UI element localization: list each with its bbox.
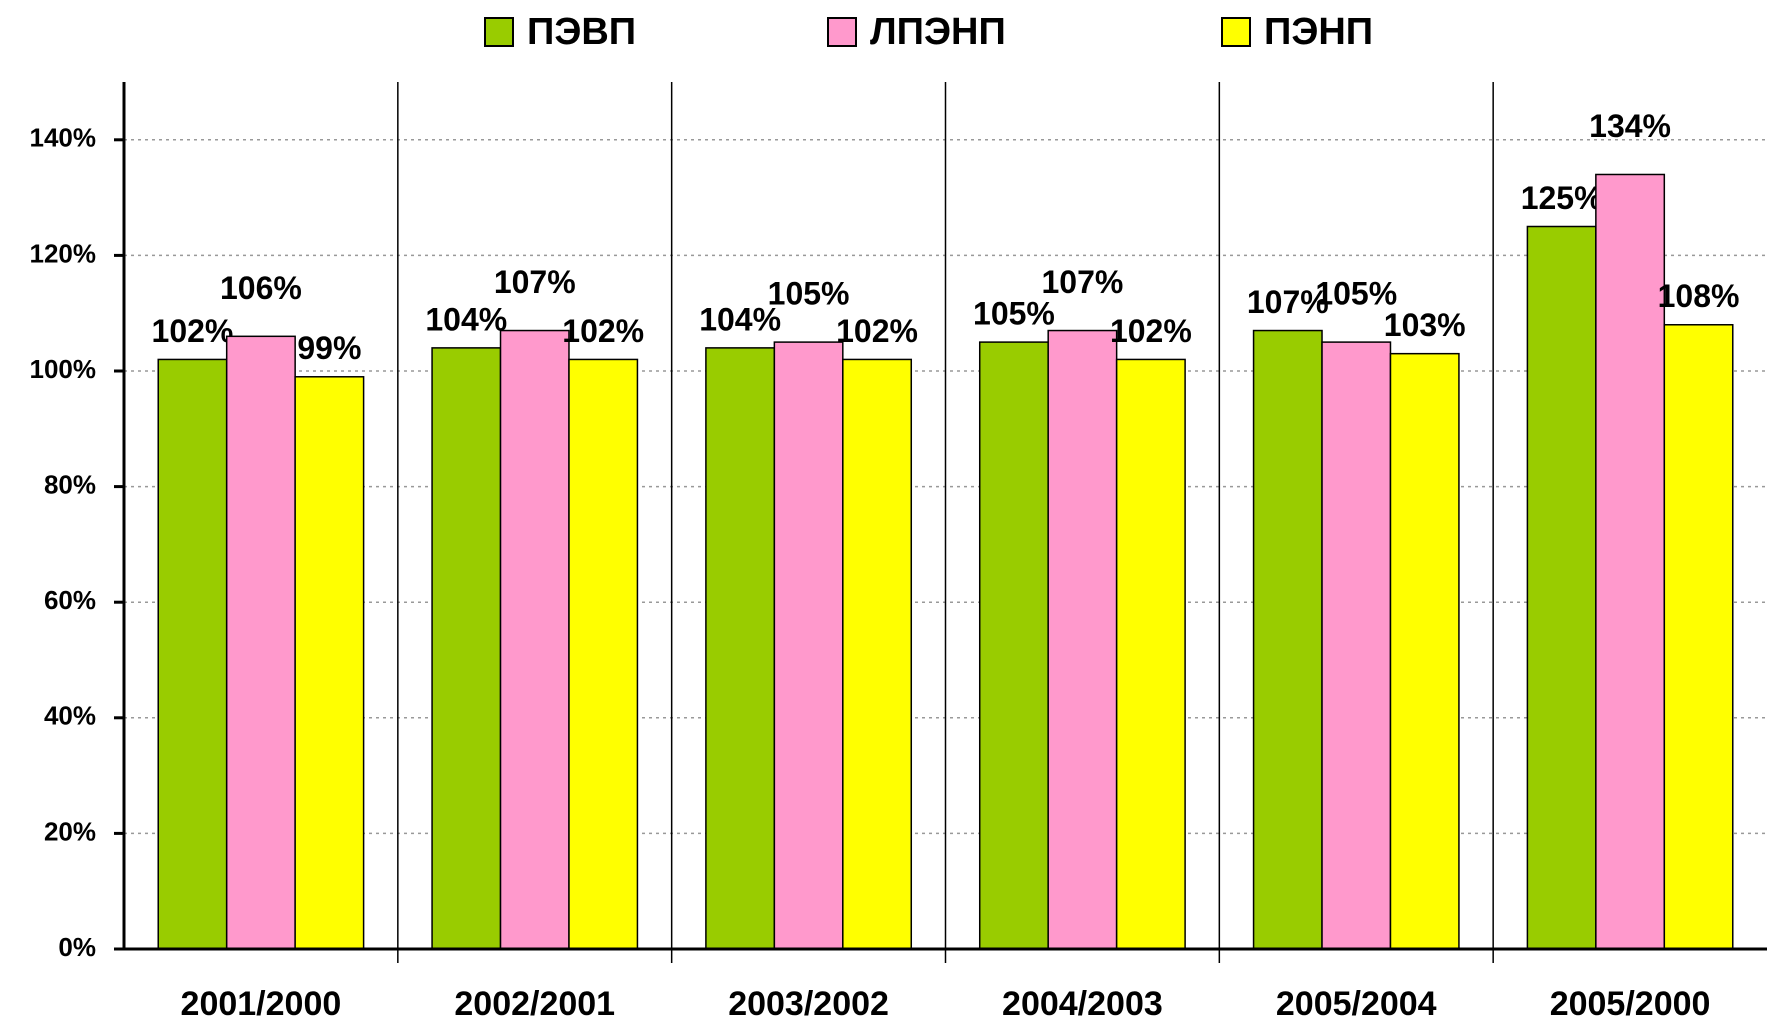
- y-tick-label: 60%: [44, 585, 96, 615]
- bar: [431, 347, 502, 950]
- x-tick-label: 2002/2001: [454, 985, 615, 1023]
- bar: [499, 329, 570, 950]
- y-tick-label: 40%: [44, 701, 96, 731]
- data-label: 102%: [836, 313, 918, 349]
- bar: [978, 341, 1049, 950]
- bar: [225, 335, 296, 950]
- bar: [1252, 329, 1323, 950]
- legend-label: ПЭНП: [1264, 11, 1373, 53]
- bar: [1663, 324, 1734, 950]
- y-tick-label: 100%: [30, 354, 97, 384]
- data-label: 106%: [220, 270, 302, 306]
- x-tick-label: 2003/2002: [728, 985, 889, 1023]
- data-label: 99%: [297, 330, 361, 366]
- bar: [1526, 225, 1597, 950]
- bar: [157, 358, 228, 950]
- y-tick-label: 140%: [30, 123, 97, 153]
- data-label: 102%: [562, 313, 644, 349]
- legend-swatch: [1221, 17, 1251, 47]
- legend-swatch: [827, 17, 857, 47]
- bar: [294, 376, 365, 950]
- data-label: 105%: [973, 296, 1055, 332]
- x-tick-label: 2005/2004: [1276, 985, 1437, 1023]
- x-tick-label: 2001/2000: [181, 985, 342, 1023]
- data-label: 108%: [1658, 278, 1740, 314]
- y-tick-label: 120%: [30, 238, 97, 268]
- bar: [773, 341, 844, 950]
- data-label: 134%: [1589, 108, 1671, 144]
- bar: [705, 347, 776, 950]
- data-label: 107%: [494, 264, 576, 300]
- bar: [1389, 352, 1460, 950]
- data-label: 105%: [768, 276, 850, 312]
- data-label: 125%: [1521, 180, 1603, 216]
- y-tick-label: 80%: [44, 469, 96, 499]
- data-label: 107%: [1041, 264, 1123, 300]
- legend-swatch: [484, 17, 514, 47]
- y-tick-label: 20%: [44, 816, 96, 846]
- x-tick-label: 2005/2000: [1550, 985, 1711, 1023]
- bar: [1115, 358, 1186, 950]
- data-label: 104%: [699, 301, 781, 337]
- data-label: 104%: [425, 301, 507, 337]
- legend-label: ПЭВП: [527, 11, 636, 53]
- data-label: 102%: [1110, 313, 1192, 349]
- x-tick-label: 2004/2003: [1002, 985, 1163, 1023]
- bar: [1595, 173, 1666, 950]
- legend-label: ЛПЭНП: [870, 11, 1006, 53]
- bar: [1047, 329, 1118, 950]
- bar: [568, 358, 639, 950]
- bar: [1321, 341, 1392, 950]
- y-tick-label: 0%: [58, 932, 96, 962]
- data-label: 103%: [1384, 307, 1466, 343]
- data-label: 107%: [1247, 284, 1329, 320]
- data-label: 102%: [152, 313, 234, 349]
- data-label: 105%: [1315, 276, 1397, 312]
- bar: [842, 358, 913, 950]
